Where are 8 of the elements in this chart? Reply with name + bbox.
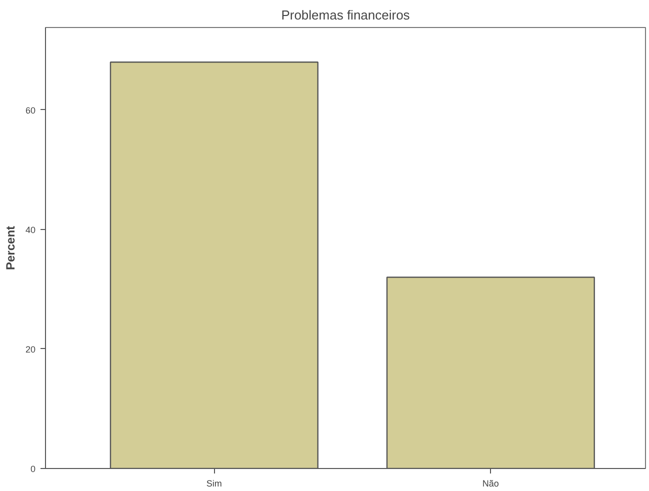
y-tick-label: 60 — [25, 105, 36, 116]
y-tick-label: 20 — [25, 344, 36, 354]
y-axis-title: Percent — [3, 226, 18, 270]
chart-title: Problemas financeiros — [281, 8, 410, 22]
x-tick-label: Não — [482, 478, 499, 488]
y-tick-label: 40 — [25, 224, 36, 235]
y-tick-label: 0 — [30, 464, 36, 474]
x-tick-label: Sim — [206, 478, 222, 488]
